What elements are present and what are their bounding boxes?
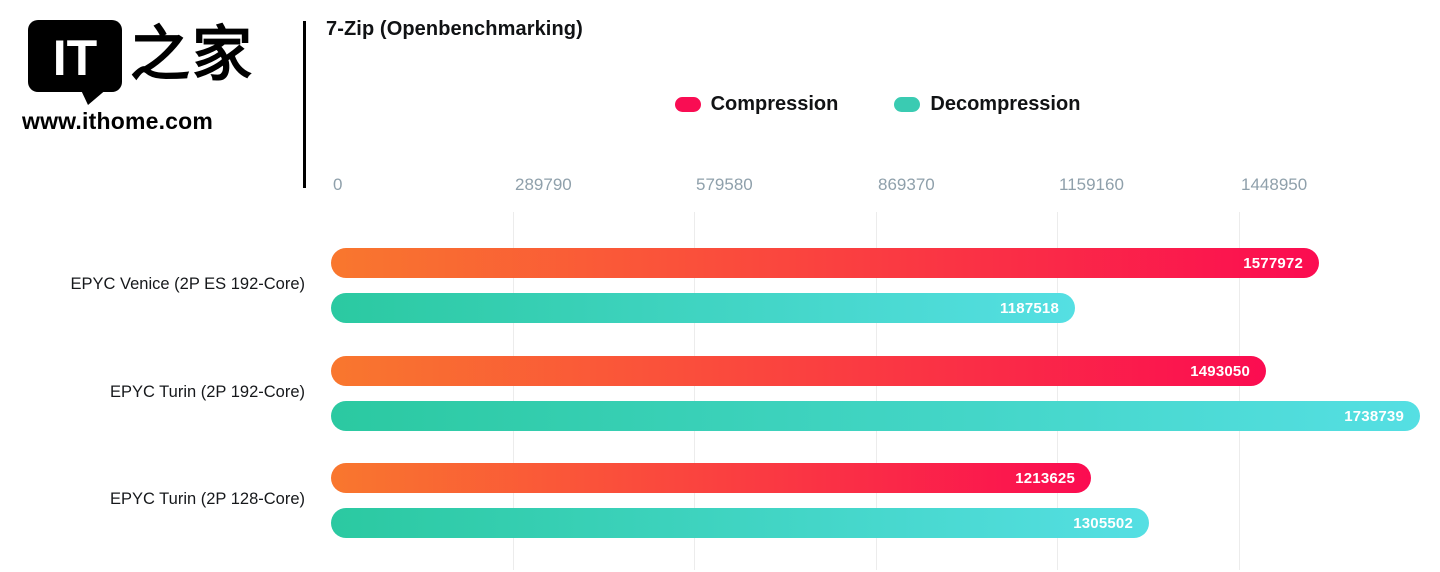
decompression-bar: 1305502 xyxy=(331,508,1149,538)
header-divider xyxy=(303,21,306,188)
svg-text:IT: IT xyxy=(53,30,97,86)
bar-value-label: 1493050 xyxy=(1190,362,1250,380)
decompression-bar: 1187518 xyxy=(331,293,1075,323)
bar-value-label: 1738739 xyxy=(1344,407,1404,425)
gridline xyxy=(876,212,877,570)
ithome-branding: IT 之家 www.ithome.com xyxy=(22,14,284,134)
bar-value-label: 1577972 xyxy=(1243,254,1303,272)
compression-legend-swatch xyxy=(674,97,701,112)
x-tick-label: 289790 xyxy=(515,175,572,194)
category-label: EPYC Turin (2P 128-Core) xyxy=(109,490,305,508)
x-tick-label: 579580 xyxy=(696,175,753,194)
decompression-legend-swatch xyxy=(894,97,921,112)
x-tick-label: 1159160 xyxy=(1059,175,1124,194)
compression-bar: 1213625 xyxy=(331,463,1091,493)
decompression-legend-label: Decompression xyxy=(930,93,1081,115)
gridline xyxy=(1239,212,1240,570)
legend-item-decompression: Decompression xyxy=(894,93,1080,116)
gridline xyxy=(1057,212,1058,570)
gridline xyxy=(694,212,695,570)
ithome-logo: IT 之家 xyxy=(24,14,284,106)
legend-item-compression: Compression xyxy=(674,93,839,116)
site-url: www.ithome.com xyxy=(22,108,214,134)
x-tick-label: 0 xyxy=(333,175,343,194)
category-label: EPYC Venice (2P ES 192-Core) xyxy=(70,275,305,293)
chart-title: 7-Zip (Openbenchmarking) xyxy=(326,18,583,40)
bar-value-label: 1305502 xyxy=(1073,514,1133,532)
decompression-bar: 1738739 xyxy=(331,401,1420,431)
ithome-logo-cn-text: 之家 xyxy=(130,20,254,90)
compression-bar: 1577972 xyxy=(331,248,1319,278)
chart-legend: Compression Decompression xyxy=(333,93,1422,116)
bar-value-label: 1187518 xyxy=(1000,299,1059,317)
bar-value-label: 1213625 xyxy=(1015,469,1075,487)
gridline xyxy=(513,212,514,570)
ithome-logo-icon: IT xyxy=(28,20,122,105)
compression-legend-label: Compression xyxy=(710,93,839,115)
compression-bar: 1493050 xyxy=(331,356,1266,386)
x-tick-label: 1448950 xyxy=(1241,175,1308,194)
x-tick-label: 869370 xyxy=(878,175,935,194)
category-label: EPYC Turin (2P 192-Core) xyxy=(109,383,305,401)
